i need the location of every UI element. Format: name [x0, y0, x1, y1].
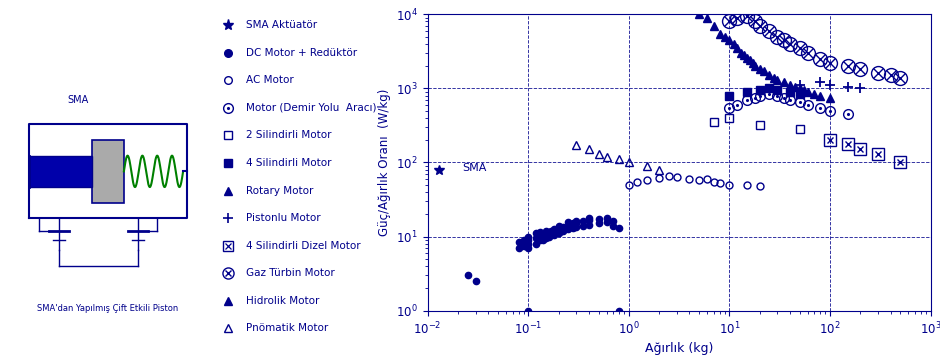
Text: AC Motor: AC Motor — [246, 75, 293, 85]
FancyBboxPatch shape — [29, 156, 92, 187]
Text: Rotary Motor: Rotary Motor — [246, 186, 313, 196]
Text: 4 Silindirli Dizel Motor: 4 Silindirli Dizel Motor — [246, 241, 360, 251]
Text: Hidrolik Motor: Hidrolik Motor — [246, 296, 320, 306]
Text: Gaz Türbin Motor: Gaz Türbin Motor — [246, 268, 335, 278]
Y-axis label: Güç/Ağırlık Oranı  (W/kg): Güç/Ağırlık Oranı (W/kg) — [378, 89, 391, 236]
Text: SMA Aktüatör: SMA Aktüatör — [246, 20, 317, 30]
Text: SMA: SMA — [68, 95, 89, 105]
Text: Motor (Demir Yolu  Aracı): Motor (Demir Yolu Aracı) — [246, 103, 376, 113]
Text: SMA: SMA — [462, 163, 487, 173]
Text: Pistonlu Motor: Pistonlu Motor — [246, 213, 321, 223]
Text: 2 Silindirli Motor: 2 Silindirli Motor — [246, 130, 332, 140]
Text: SMA'dan Yapılmış Çift Etkili Piston: SMA'dan Yapılmış Çift Etkili Piston — [38, 304, 179, 313]
X-axis label: Ağırlık (kg): Ağırlık (kg) — [645, 342, 713, 356]
Text: DC Motor + Redüktör: DC Motor + Redüktör — [246, 47, 357, 57]
Text: 4 Silindirli Motor: 4 Silindirli Motor — [246, 158, 332, 168]
Text: Pnömatik Motor: Pnömatik Motor — [246, 323, 328, 333]
FancyBboxPatch shape — [92, 140, 124, 203]
